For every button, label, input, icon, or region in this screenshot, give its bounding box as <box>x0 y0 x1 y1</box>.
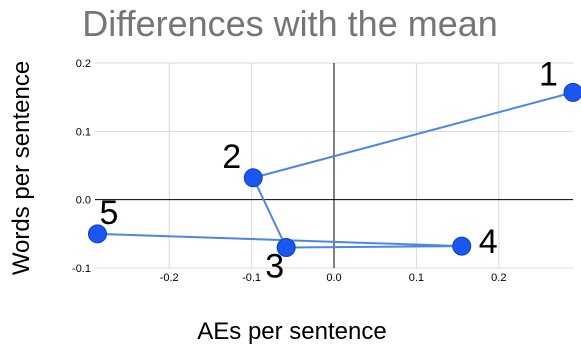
data-point <box>87 224 107 244</box>
y-tick-label: 0.1 <box>76 126 91 138</box>
chart-title: Differences with the mean <box>82 3 498 44</box>
series <box>87 82 581 257</box>
y-tick-label: 0.2 <box>76 58 91 70</box>
x-tick-label: -0.1 <box>242 272 261 284</box>
x-tick-label: 0.1 <box>409 272 424 284</box>
tick-labels: -0.2 -0.1 0.0 0.1 0.2 -0.1 0.0 0.1 0.2 <box>72 58 506 284</box>
data-point <box>452 236 472 256</box>
point-labels: 1 2 3 4 5 <box>99 55 557 285</box>
point-label: 2 <box>222 138 241 176</box>
point-label: 1 <box>539 55 558 93</box>
point-label: 5 <box>99 194 118 232</box>
data-point <box>563 82 581 102</box>
data-point <box>276 238 296 257</box>
y-axis-label: Words per sentence <box>8 61 35 275</box>
x-tick-label: -0.2 <box>160 272 179 284</box>
y-tick-label: -0.1 <box>72 263 91 275</box>
x-tick-label: 0.2 <box>491 272 506 284</box>
point-label: 3 <box>265 248 284 286</box>
x-tick-label: 0.0 <box>326 272 341 284</box>
axes <box>95 63 573 268</box>
y-tick-label: 0.0 <box>76 195 91 207</box>
point-label: 4 <box>479 223 498 261</box>
data-point <box>243 168 263 188</box>
x-axis-label: AEs per sentence <box>197 318 386 345</box>
